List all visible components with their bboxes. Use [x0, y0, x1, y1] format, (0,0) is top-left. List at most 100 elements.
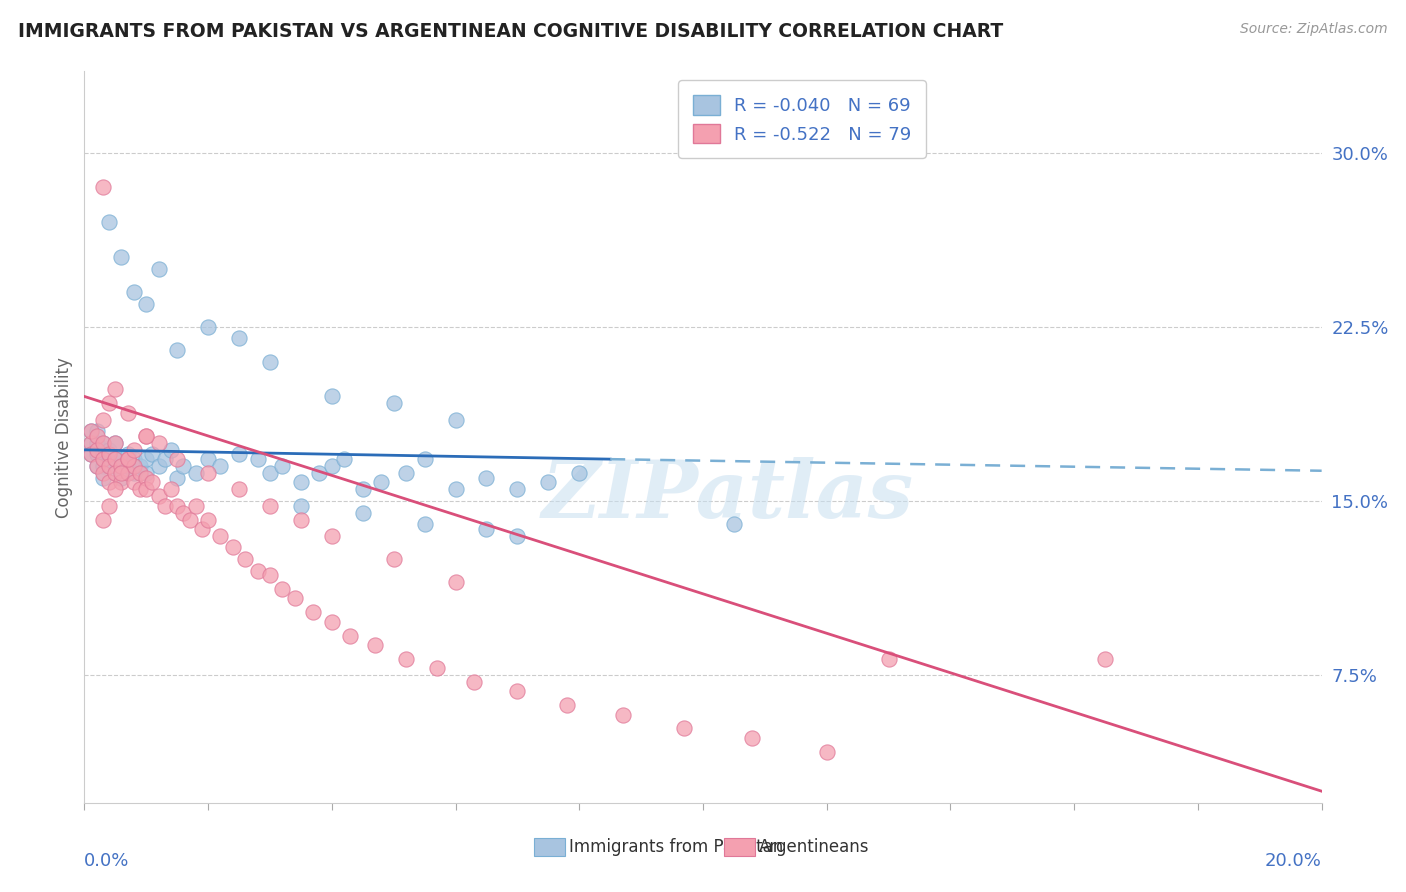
Point: [302, 606, 325, 620]
Point: [259, 466, 281, 480]
Text: Immigrants from Pakistan: Immigrants from Pakistan: [569, 838, 783, 856]
Text: 0.0%: 0.0%: [84, 852, 129, 870]
Point: [413, 517, 436, 532]
Point: [148, 489, 170, 503]
Point: [122, 466, 145, 480]
Point: [135, 429, 157, 443]
Point: [117, 406, 139, 420]
Point: [352, 506, 374, 520]
Point: [370, 475, 392, 490]
Point: [191, 522, 214, 536]
Point: [290, 512, 312, 526]
Point: [555, 698, 578, 713]
Point: [506, 684, 529, 698]
Point: [110, 466, 132, 480]
Point: [117, 459, 139, 474]
Point: [79, 436, 101, 450]
Point: [129, 459, 152, 474]
Point: [395, 466, 418, 480]
Point: [122, 459, 145, 474]
Point: [104, 436, 127, 450]
Point: [259, 568, 281, 582]
Point: [117, 452, 139, 467]
Point: [568, 466, 591, 480]
Point: [117, 452, 139, 467]
Point: [91, 436, 114, 450]
Point: [209, 459, 232, 474]
Point: [815, 745, 838, 759]
Point: [153, 452, 176, 467]
Point: [197, 319, 219, 334]
Point: [172, 459, 194, 474]
Point: [91, 180, 114, 194]
Point: [148, 459, 170, 474]
Point: [79, 436, 101, 450]
Point: [117, 448, 139, 462]
Text: 20.0%: 20.0%: [1265, 852, 1322, 870]
Point: [184, 499, 207, 513]
Point: [290, 475, 312, 490]
Point: [104, 466, 127, 480]
Point: [135, 466, 157, 480]
Point: [352, 483, 374, 497]
Point: [723, 517, 745, 532]
Point: [259, 354, 281, 368]
Point: [673, 722, 696, 736]
Point: [86, 459, 108, 474]
Point: [209, 529, 232, 543]
Point: [91, 512, 114, 526]
Point: [246, 564, 269, 578]
Point: [135, 429, 157, 443]
Point: [122, 475, 145, 490]
Point: [179, 512, 201, 526]
Point: [339, 629, 361, 643]
Point: [197, 452, 219, 467]
Text: Source: ZipAtlas.com: Source: ZipAtlas.com: [1240, 22, 1388, 37]
Point: [104, 452, 127, 467]
Point: [98, 396, 121, 410]
Point: [141, 448, 163, 462]
Point: [79, 448, 101, 462]
Point: [333, 452, 356, 467]
Point: [228, 448, 250, 462]
Point: [444, 575, 467, 590]
Point: [98, 459, 121, 474]
Point: [413, 452, 436, 467]
Point: [129, 483, 152, 497]
Point: [382, 552, 405, 566]
Point: [98, 499, 121, 513]
Point: [86, 424, 108, 438]
Point: [321, 459, 343, 474]
Point: [98, 442, 121, 457]
Point: [98, 448, 121, 462]
Text: IMMIGRANTS FROM PAKISTAN VS ARGENTINEAN COGNITIVE DISABILITY CORRELATION CHART: IMMIGRANTS FROM PAKISTAN VS ARGENTINEAN …: [18, 22, 1004, 41]
Point: [382, 396, 405, 410]
Point: [98, 459, 121, 474]
Point: [79, 448, 101, 462]
Point: [135, 483, 157, 497]
Point: [228, 331, 250, 345]
Point: [290, 499, 312, 513]
Point: [1094, 652, 1116, 666]
Point: [86, 429, 108, 443]
Point: [79, 424, 101, 438]
Y-axis label: Cognitive Disability: Cognitive Disability: [55, 357, 73, 517]
Point: [104, 483, 127, 497]
Point: [228, 483, 250, 497]
Point: [91, 459, 114, 474]
Point: [475, 522, 498, 536]
Point: [110, 459, 132, 474]
Point: [506, 483, 529, 497]
Point: [166, 343, 188, 357]
Point: [79, 424, 101, 438]
Point: [271, 459, 294, 474]
Point: [284, 591, 307, 606]
Point: [86, 448, 108, 462]
Point: [98, 215, 121, 229]
Point: [117, 466, 139, 480]
Point: [475, 471, 498, 485]
Point: [86, 459, 108, 474]
Point: [135, 296, 157, 310]
Point: [110, 452, 132, 467]
Point: [104, 436, 127, 450]
